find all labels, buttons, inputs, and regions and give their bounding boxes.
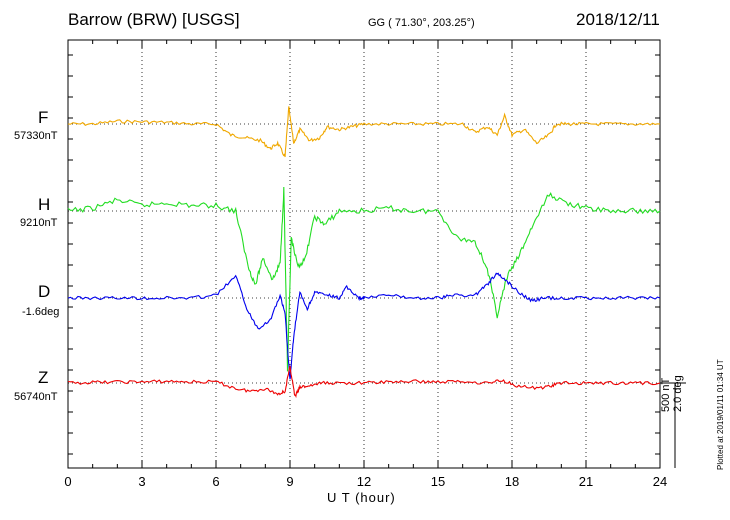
chart-title-coordinates: GG ( 71.30°, 203.25°) xyxy=(368,17,475,29)
scale-bar-label: 500 nT 2.0 deg xyxy=(660,375,684,412)
scale-label-nt: 500 nT xyxy=(660,377,672,412)
series-label-z: Z xyxy=(38,368,49,387)
x-tick-label: 21 xyxy=(579,474,593,489)
series-line-d xyxy=(67,272,661,380)
x-tick-label: 15 xyxy=(431,474,445,489)
series-label-f: F xyxy=(38,108,49,127)
series-base-f: 57330nT xyxy=(14,130,58,142)
x-axis-label: U T (hour) xyxy=(327,490,396,505)
scale-label-deg: 2.0 deg xyxy=(672,375,684,412)
x-tick-label: 6 xyxy=(212,474,219,489)
series-label-d: D xyxy=(38,282,51,301)
x-tick-label: 9 xyxy=(286,474,293,489)
x-tick-label: 18 xyxy=(505,474,519,489)
series-line-h xyxy=(67,186,661,372)
series-line-z xyxy=(67,365,661,399)
x-tick-label: 24 xyxy=(653,474,667,489)
chart-title-station: Barrow (BRW) [USGS] xyxy=(68,10,240,29)
series-label-h: H xyxy=(38,195,51,214)
x-tick-label: 3 xyxy=(138,474,145,489)
chart-title-date: 2018/12/11 xyxy=(576,10,660,29)
series-base-z: 56740nT xyxy=(14,391,58,403)
x-tick-label: 0 xyxy=(64,474,71,489)
series-line-f xyxy=(67,106,661,158)
series-base-d: -1.6deg xyxy=(22,306,60,318)
x-tick-label: 12 xyxy=(357,474,371,489)
series-base-h: 9210nT xyxy=(20,217,58,229)
plotted-note: Plotted at 2019/01/11 01:34 UT xyxy=(716,359,725,470)
